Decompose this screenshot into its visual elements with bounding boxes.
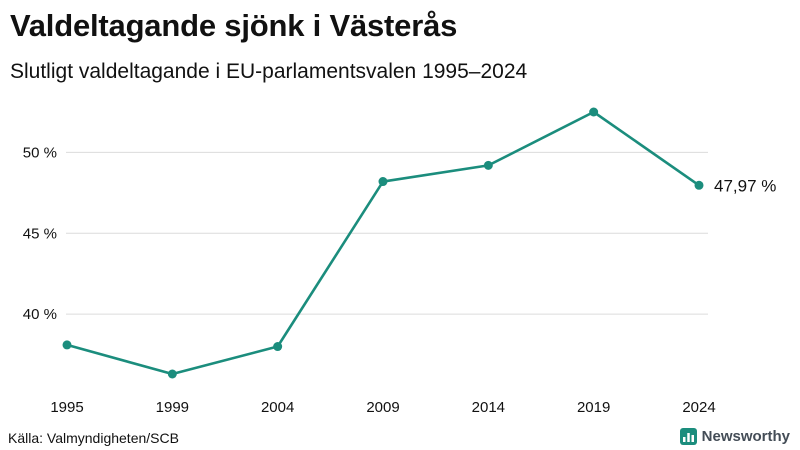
y-axis-tick-labels: 40 % 45 % 50 %: [23, 144, 57, 323]
x-tick-label: 2009: [366, 399, 399, 416]
chart-subtitle: Slutligt valdeltagande i EU-parlamentsva…: [10, 60, 528, 83]
x-tick-label: 2014: [472, 399, 505, 416]
data-point: [167, 369, 177, 379]
x-tick-label: 1995: [50, 399, 83, 416]
x-tick-label: 1999: [156, 399, 189, 416]
y-tick-label: 40 %: [23, 306, 57, 323]
data-labels: 47,97 %: [714, 176, 776, 195]
data-point: [589, 107, 599, 117]
end-value-label: 47,97 %: [714, 176, 776, 195]
data-point: [273, 342, 283, 352]
brand-logo: Newsworthy: [679, 428, 790, 445]
x-tick-label: 2004: [261, 399, 294, 416]
data-point: [378, 177, 388, 187]
series-line-layer: [65, 110, 701, 376]
data-point: [694, 180, 704, 190]
chart-title: Valdeltagande sjönk i Västerås: [10, 8, 458, 43]
data-point: [483, 160, 493, 170]
data-point: [62, 340, 72, 350]
data-points: [62, 107, 704, 379]
x-tick-label: 2019: [577, 399, 610, 416]
y-tick-label: 50 %: [23, 144, 57, 161]
brand-name: Newsworthy: [701, 428, 790, 445]
y-tick-label: 45 %: [23, 225, 57, 242]
grid-lines: [66, 151, 708, 315]
newsworthy-logo-icon: [679, 428, 697, 445]
x-axis-tick-labels: 1995 1999 2004 2009 2014 2019 2024: [50, 399, 715, 416]
x-tick-label: 2024: [682, 399, 715, 416]
series-line: [65, 110, 701, 376]
source-note: Källa: Valmyndigheten/SCB: [8, 430, 179, 446]
